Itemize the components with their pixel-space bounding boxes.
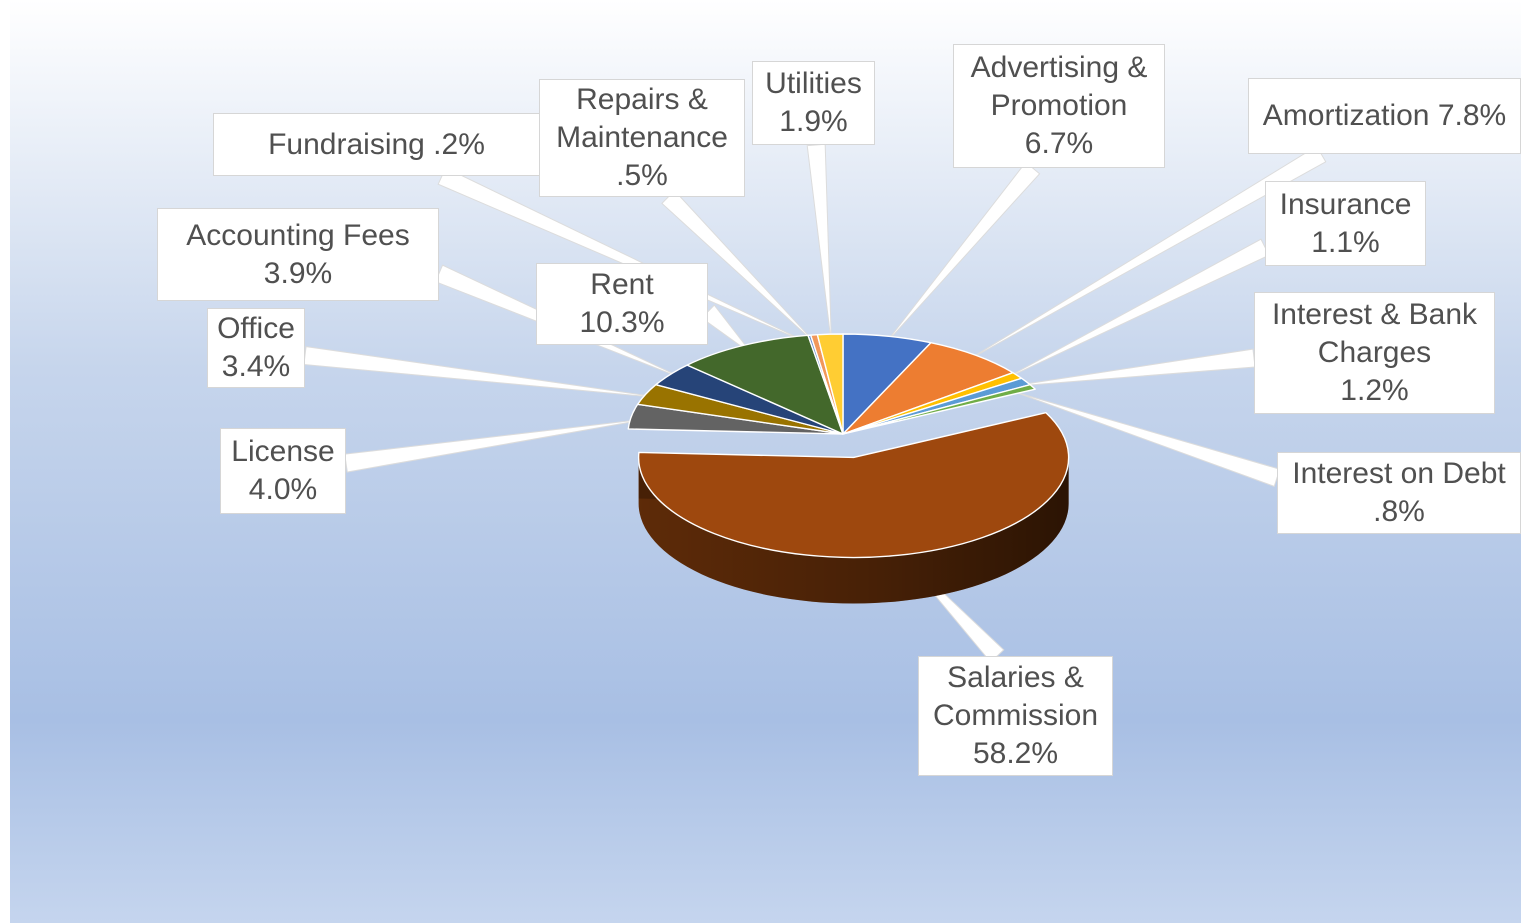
data-label-advertising-promotion: Advertising & Promotion 6.7%: [953, 44, 1165, 168]
data-label-office: Office 3.4%: [207, 308, 305, 388]
pie-slice-utilities: [816, 333, 844, 435]
pie-tops: [627, 333, 1070, 559]
leader-line-repairs-maintenance: [661, 189, 818, 346]
pie-slice-salaries-commission: [637, 411, 1070, 559]
data-label-salaries-commission: Salaries & Commission 58.2%: [918, 656, 1113, 776]
leader-line-amortization: [962, 145, 1327, 364]
leader-line-rent: [700, 304, 753, 355]
leader-line-license: [344, 417, 653, 473]
data-label-interest-bank-charges: Interest & Bank Charges 1.2%: [1254, 292, 1495, 414]
pie-slice-amortization: [842, 342, 1014, 435]
data-label-license: License 4.0%: [220, 428, 346, 514]
data-label-fundraising: Fundraising .2%: [213, 113, 540, 176]
data-label-utilities: Utilities 1.9%: [752, 61, 875, 145]
data-label-amortization: Amortization 7.8%: [1248, 78, 1521, 154]
data-label-repairs-maintenance: Repairs & Maintenance .5%: [539, 79, 745, 197]
data-label-interest-on-debt: Interest on Debt .8%: [1277, 452, 1521, 534]
data-label-accounting-fees: Accounting Fees 3.9%: [157, 208, 439, 301]
pie-side-shade-salaries-commission: [638, 457, 1069, 604]
pie-slice-rent: [686, 334, 844, 435]
leader-line-office: [303, 346, 666, 399]
pie-slice-interest-on-debt: [842, 384, 1036, 435]
data-label-rent: Rent 10.3%: [536, 263, 708, 345]
leader-line-advertising-promotion: [883, 161, 1041, 347]
data-label-insurance: Insurance 1.1%: [1265, 181, 1426, 266]
leader-line-utilities: [806, 143, 832, 345]
